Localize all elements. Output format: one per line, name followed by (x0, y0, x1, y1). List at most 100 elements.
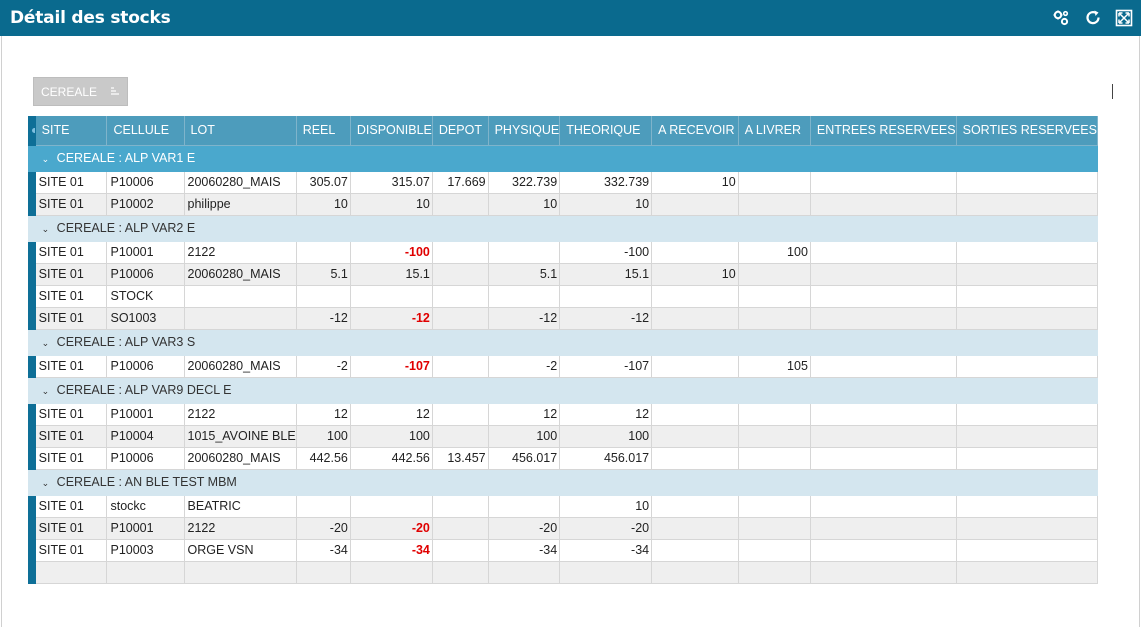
column-header-sorties-reservees[interactable]: SORTIES RESERVEES (955, 116, 1098, 146)
column-header-cellule[interactable]: CELLULE (106, 116, 185, 146)
cell-site[interactable]: SITE 01 (34, 494, 108, 518)
cell-depot[interactable] (431, 516, 489, 540)
cell-reel[interactable]: -12 (295, 306, 351, 330)
group-row[interactable]: ⌄ CEREALE : ALP VAR2 E (28, 214, 1098, 242)
cell-physique[interactable]: 100 (487, 424, 561, 448)
cell-cellule[interactable]: P10006 (106, 170, 185, 194)
cell-entrees-reservees[interactable] (809, 170, 957, 194)
cell-entrees-reservees[interactable] (809, 446, 957, 470)
table-row[interactable]: SITE 01 P10001 2122 -20 -20 -20 -20 (28, 516, 1098, 540)
table-row[interactable]: SITE 01 P10006 20060280_MAIS 305.07 315.07 17… (28, 170, 1098, 194)
fullscreen-icon[interactable] (1115, 9, 1133, 27)
cell-physique[interactable] (487, 560, 561, 584)
cell-site[interactable] (34, 560, 108, 584)
row-selector[interactable] (28, 494, 36, 518)
cell-site[interactable]: SITE 01 (34, 402, 108, 426)
cell-cellule[interactable]: STOCK (106, 284, 185, 308)
column-header-physique[interactable]: PHYSIQUE (487, 116, 561, 146)
cell-cellule[interactable]: P10003 (106, 538, 185, 562)
cell-reel[interactable]: 305.07 (295, 170, 351, 194)
cell-a-livrer[interactable] (737, 538, 811, 562)
cell-entrees-reservees[interactable] (809, 306, 957, 330)
cell-a-recevoir[interactable] (651, 494, 739, 518)
cell-a-recevoir[interactable] (651, 560, 739, 584)
cell-depot[interactable]: 17.669 (431, 170, 489, 194)
cell-entrees-reservees[interactable] (809, 354, 957, 378)
cell-physique[interactable]: 322.739 (487, 170, 561, 194)
row-selector[interactable] (28, 306, 36, 330)
cell-lot[interactable]: 2122 (183, 402, 297, 426)
cell-a-recevoir[interactable] (651, 402, 739, 426)
table-row[interactable]: SITE 01 P10001 2122 12 12 12 12 (28, 402, 1098, 426)
row-selector[interactable] (28, 328, 36, 356)
row-selector[interactable] (28, 424, 36, 448)
table-row[interactable]: SITE 01 SO1003 -12 -12 -12 -12 (28, 306, 1098, 330)
cell-lot[interactable]: 20060280_MAIS (183, 262, 297, 286)
cell-a-recevoir[interactable] (651, 354, 739, 378)
cell-reel[interactable]: 12 (295, 402, 351, 426)
settings-cogs-icon[interactable] (1052, 9, 1070, 27)
row-selector[interactable] (28, 192, 36, 216)
cell-disponible[interactable] (349, 560, 433, 584)
cell-reel[interactable]: 100 (295, 424, 351, 448)
cell-depot[interactable] (431, 192, 489, 216)
cell-lot[interactable]: philippe (183, 192, 297, 216)
cell-sorties-reservees[interactable] (955, 560, 1098, 584)
cell-disponible[interactable] (349, 494, 433, 518)
group-header[interactable]: ⌄ CEREALE : ALP VAR9 DECL E (34, 376, 1098, 404)
cell-lot[interactable]: 20060280_MAIS (183, 354, 297, 378)
table-row[interactable]: SITE 01 P10003 ORGE VSN -34 -34 -34 -34 (28, 538, 1098, 562)
row-selector[interactable] (28, 354, 36, 378)
column-header-lot[interactable]: LOT (183, 116, 297, 146)
cell-entrees-reservees[interactable] (809, 538, 957, 562)
cell-disponible[interactable]: 10 (349, 192, 433, 216)
cell-lot[interactable]: 1015_AVOINE BLE (183, 424, 297, 448)
row-selector[interactable] (28, 214, 36, 242)
cell-a-livrer[interactable] (737, 424, 811, 448)
column-header-reel[interactable]: REEL (295, 116, 351, 146)
cell-physique[interactable]: -34 (487, 538, 561, 562)
cell-a-livrer[interactable] (737, 516, 811, 540)
chevron-down-icon[interactable]: ⌄ (41, 386, 50, 396)
cell-depot[interactable] (431, 402, 489, 426)
table-row[interactable]: SITE 01 P10006 20060280_MAIS 5.1 15.1 5.1 15.1… (28, 262, 1098, 286)
row-selector[interactable] (28, 262, 36, 286)
cell-a-livrer[interactable] (737, 192, 811, 216)
column-header-site[interactable]: SITE (34, 116, 108, 146)
cell-site[interactable]: SITE 01 (34, 192, 108, 216)
cell-disponible[interactable]: 442.56 (349, 446, 433, 470)
cell-theorique[interactable]: 12 (559, 402, 653, 426)
cell-reel[interactable]: -20 (295, 516, 351, 540)
cell-physique[interactable]: 5.1 (487, 262, 561, 286)
cell-cellule[interactable]: P10004 (106, 424, 185, 448)
cell-a-recevoir[interactable] (651, 306, 739, 330)
row-selector[interactable] (28, 170, 36, 194)
table-row[interactable]: SITE 01 P10006 20060280_MAIS -2 -107 -2 -107 10… (28, 354, 1098, 378)
cell-physique[interactable]: 456.017 (487, 446, 561, 470)
cell-sorties-reservees[interactable] (955, 240, 1098, 264)
cell-physique[interactable] (487, 494, 561, 518)
scrollbar-handle[interactable] (1112, 84, 1113, 99)
cell-disponible[interactable] (349, 284, 433, 308)
cell-theorique[interactable]: 10 (559, 192, 653, 216)
cell-sorties-reservees[interactable] (955, 538, 1098, 562)
cell-site[interactable]: SITE 01 (34, 446, 108, 470)
chevron-down-icon[interactable]: ⌄ (41, 338, 50, 348)
cell-theorique[interactable]: 332.739 (559, 170, 653, 194)
cell-physique[interactable]: -12 (487, 306, 561, 330)
table-row[interactable]: SITE 01 STOCK (28, 284, 1098, 308)
cell-lot[interactable]: ORGE VSN (183, 538, 297, 562)
cell-lot[interactable]: 20060280_MAIS (183, 170, 297, 194)
column-header-a-recevoir[interactable]: A RECEVOIR (651, 116, 739, 146)
cell-a-recevoir[interactable] (651, 446, 739, 470)
cell-depot[interactable] (431, 560, 489, 584)
cell-disponible[interactable]: 315.07 (349, 170, 433, 194)
cell-depot[interactable] (431, 262, 489, 286)
cell-disponible[interactable]: 100 (349, 424, 433, 448)
cell-site[interactable]: SITE 01 (34, 354, 108, 378)
group-row[interactable]: ⌄ CEREALE : ALP VAR3 S (28, 328, 1098, 356)
cell-theorique[interactable]: -34 (559, 538, 653, 562)
cell-theorique[interactable] (559, 284, 653, 308)
table-row[interactable]: SITE 01 P10004 1015_AVOINE BLE 100 100 100 100 (28, 424, 1098, 448)
cell-reel[interactable]: 5.1 (295, 262, 351, 286)
